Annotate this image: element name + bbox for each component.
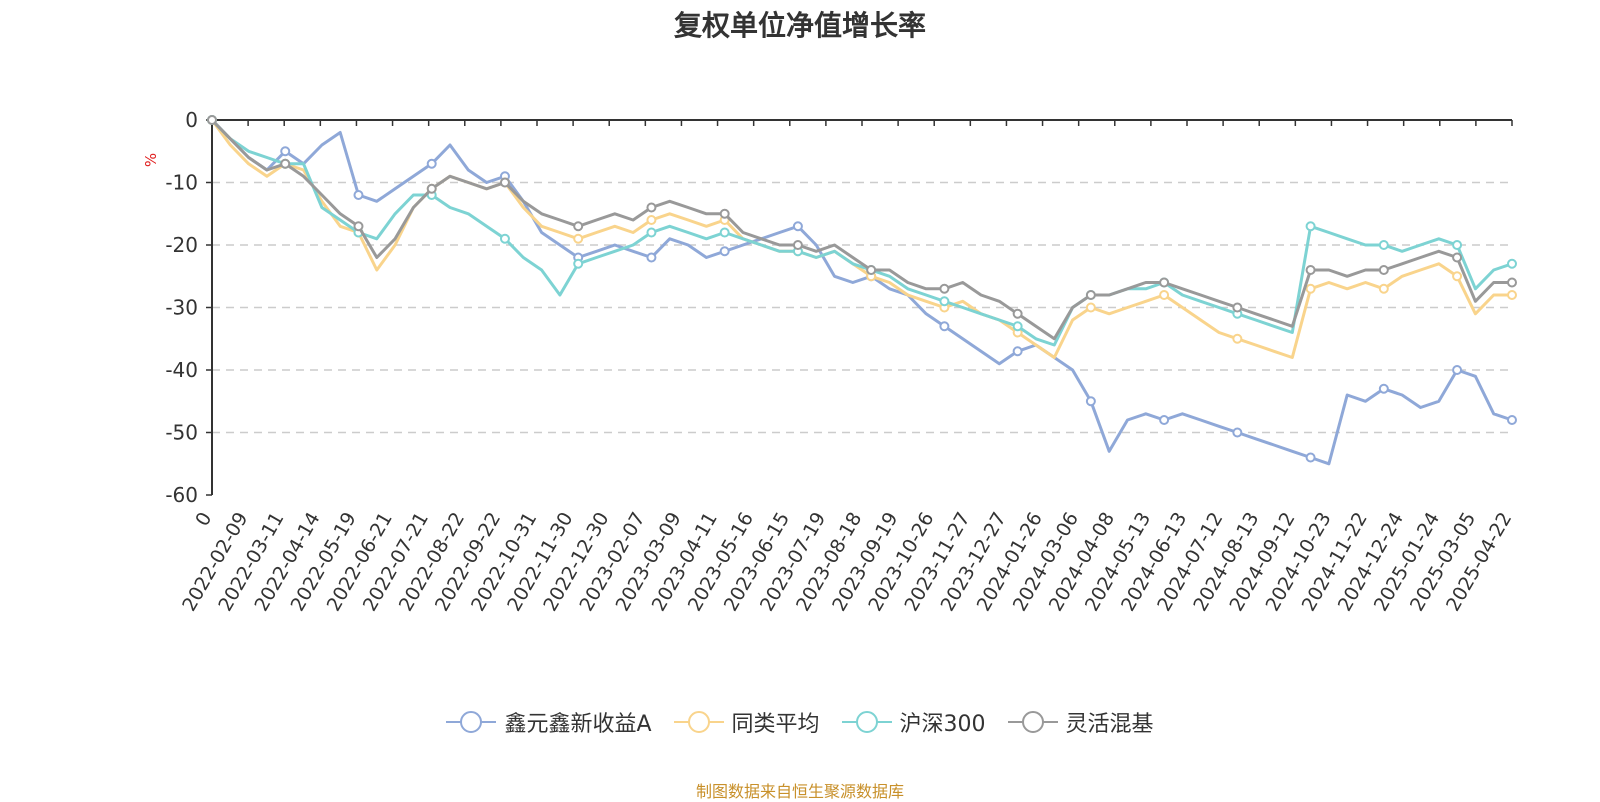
series-1-point bbox=[1378, 283, 1389, 294]
legend-swatch bbox=[446, 711, 497, 733]
series-1-point bbox=[646, 215, 657, 225]
series-0-point bbox=[1507, 415, 1517, 425]
legend-item[interactable]: 灵活混基 bbox=[1007, 706, 1154, 738]
series-0-point bbox=[1305, 452, 1316, 463]
series-2-point bbox=[499, 233, 510, 244]
chart-title: 复权单位净值增长率 bbox=[673, 9, 926, 42]
y-tick-label: -60 bbox=[165, 483, 198, 507]
series-3-point bbox=[1159, 277, 1170, 288]
series-2-point bbox=[1507, 258, 1517, 269]
series-line-1 bbox=[210, 119, 1512, 359]
series-2-point bbox=[646, 227, 657, 238]
y-axis-unit: % bbox=[142, 153, 160, 167]
series-1-point bbox=[1232, 333, 1243, 344]
series-1-point bbox=[1159, 290, 1170, 300]
source-note: 制图数据来自恒生聚源数据库 bbox=[695, 782, 904, 801]
series-0-point bbox=[353, 190, 364, 200]
series-0-point bbox=[1085, 396, 1096, 407]
series-0-point bbox=[426, 158, 437, 169]
line-chart: 0-10-20-30-40-50-60%02022-02-092022-03-1… bbox=[142, 108, 1517, 615]
series-0-point bbox=[1452, 365, 1463, 375]
series-line-0 bbox=[210, 118, 1513, 466]
series-1-point bbox=[573, 233, 584, 244]
y-tick-label: 0 bbox=[185, 108, 198, 132]
series-3-point bbox=[499, 177, 510, 188]
series-2-point bbox=[1012, 321, 1023, 332]
series-0-point bbox=[939, 321, 950, 332]
series-0-point bbox=[1232, 427, 1243, 438]
series-2-point bbox=[1378, 240, 1389, 250]
series-0-point bbox=[1159, 415, 1170, 425]
legend-swatch bbox=[1007, 711, 1058, 733]
series-3-point bbox=[1378, 265, 1389, 275]
series-0-point bbox=[792, 221, 803, 232]
series-0-point bbox=[646, 252, 657, 263]
series-2-point bbox=[573, 258, 584, 269]
series-3-point bbox=[939, 283, 950, 294]
series-line-2 bbox=[210, 118, 1513, 347]
series-0-point bbox=[1378, 383, 1389, 394]
legend-swatch bbox=[673, 711, 724, 733]
series-3-point bbox=[1507, 277, 1517, 288]
series-2-point bbox=[719, 227, 730, 238]
series-3-point bbox=[646, 202, 657, 213]
series-1-point bbox=[1507, 290, 1517, 300]
series-3-point bbox=[207, 115, 217, 125]
legend-label: 灵活混基 bbox=[1065, 712, 1154, 737]
legend-item[interactable]: 鑫元鑫新收益A bbox=[446, 706, 652, 738]
legend: 鑫元鑫新收益A 同类平均 沪深300 灵活混基 bbox=[0, 706, 1600, 738]
series-0-point bbox=[280, 146, 291, 157]
y-tick-label: -50 bbox=[165, 421, 198, 445]
series-3-point bbox=[792, 240, 803, 250]
series-2-point bbox=[939, 296, 950, 307]
legend-item[interactable]: 同类平均 bbox=[673, 706, 820, 738]
series-3-point bbox=[1085, 290, 1096, 300]
series-3-point bbox=[866, 265, 877, 275]
legend-label: 同类平均 bbox=[731, 712, 820, 737]
series-3-point bbox=[1012, 308, 1023, 319]
series-3-point bbox=[426, 183, 437, 194]
legend-label: 沪深300 bbox=[899, 712, 986, 737]
series-3-point bbox=[280, 158, 291, 169]
series-3-point bbox=[1232, 302, 1243, 313]
series-3-point bbox=[719, 208, 730, 219]
series-2-point bbox=[1305, 221, 1316, 232]
series-1-point bbox=[1085, 302, 1096, 313]
y-tick-label: -10 bbox=[165, 171, 198, 195]
series-1-point bbox=[1452, 271, 1463, 282]
series-2-point bbox=[1452, 240, 1463, 250]
legend-swatch bbox=[841, 711, 892, 733]
legend-item[interactable]: 沪深300 bbox=[841, 706, 986, 738]
series-0-point bbox=[719, 246, 730, 257]
y-tick-label: -40 bbox=[165, 358, 198, 382]
series-3-point bbox=[353, 221, 364, 232]
series-3-point bbox=[573, 221, 584, 232]
y-tick-label: -20 bbox=[165, 233, 198, 257]
y-tick-label: -30 bbox=[165, 296, 198, 320]
legend-label: 鑫元鑫新收益A bbox=[504, 712, 652, 737]
series-0-point bbox=[1012, 346, 1023, 357]
series-1-point bbox=[1305, 283, 1316, 294]
series-3-point bbox=[1452, 252, 1463, 263]
series-3-point bbox=[1305, 265, 1316, 275]
x-tick-label: 0 bbox=[191, 509, 216, 530]
